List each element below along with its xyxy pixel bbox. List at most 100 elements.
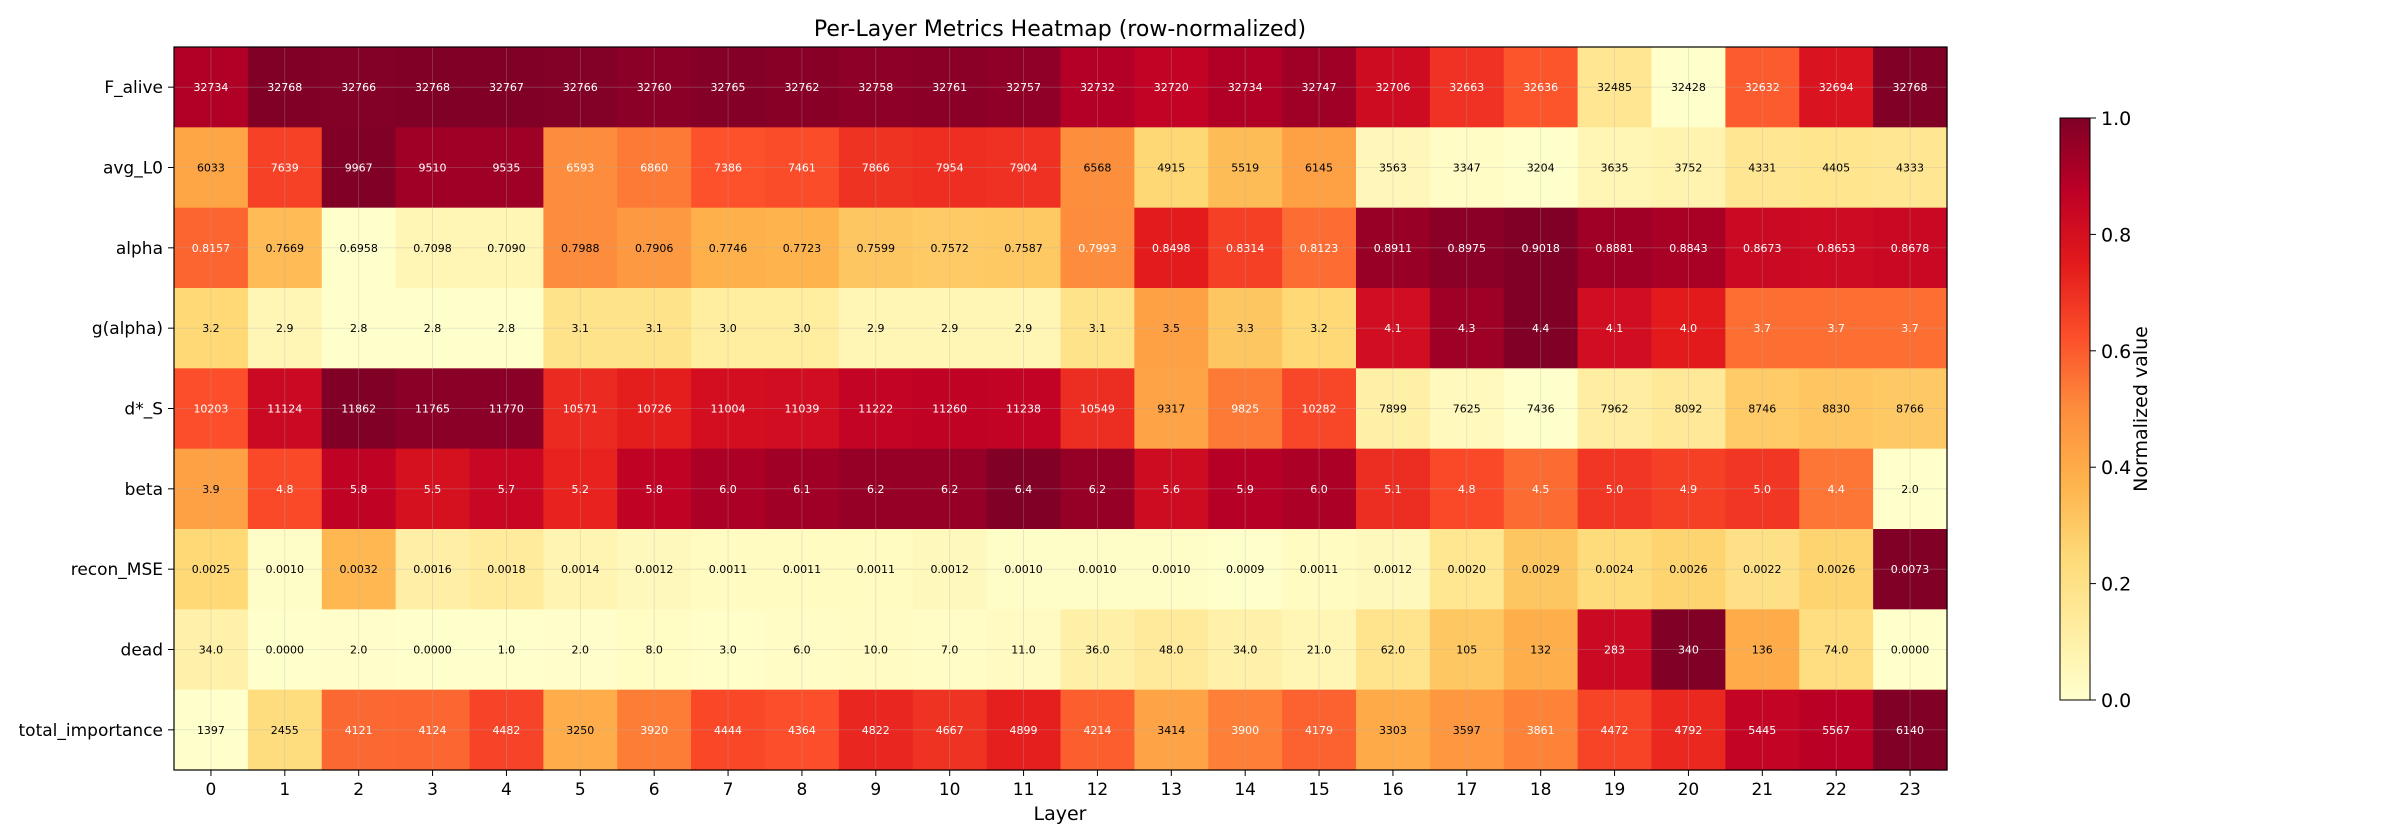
cell-value-label: 3900 [1231,724,1259,737]
cell-value-label: 32632 [1745,81,1780,94]
heatmap-cell [617,288,692,369]
cell-value-label: 0.0011 [1300,563,1339,576]
cell-value-label: 3.2 [202,322,220,335]
heatmap-cell [174,207,249,289]
heatmap-cell [617,609,692,691]
cell-value-label: 0.8314 [1226,242,1265,255]
heatmap-cell [1060,368,1135,450]
heatmap-cell [1577,288,1653,369]
cell-value-label: 6593 [566,162,594,175]
heatmap-cell [1725,288,1800,369]
x-tick-label: 1 [279,780,290,800]
heatmap-cell [912,689,988,771]
cell-value-label: 0.0012 [1374,563,1413,576]
heatmap-cell [617,127,692,209]
heatmap-cell [1651,448,1726,530]
heatmap-cell [1799,127,1874,209]
heatmap-cell [1873,609,1948,691]
cell-value-label: 2.9 [941,322,959,335]
cell-value-label: 5.0 [1754,483,1772,496]
cell-value-label: 0.0000 [413,644,452,657]
cell-value-label: 7625 [1453,403,1481,416]
heatmap-cell [1503,47,1579,128]
heatmap-cell [543,127,618,209]
heatmap-cell [1799,288,1874,369]
heatmap-cell [395,609,471,691]
cell-value-label: 0.0011 [857,563,896,576]
heatmap-cell [1356,448,1431,530]
heatmap-cell [321,288,397,369]
cell-value-label: 0.0000 [266,644,305,657]
heatmap-cell [1356,47,1431,128]
cell-value-label: 2455 [271,724,299,737]
heatmap-cell [1799,207,1874,289]
cell-value-label: 36.0 [1085,644,1110,657]
cell-value-label: 0.0012 [635,563,674,576]
heatmap-cell [986,368,1062,450]
cell-value-label: 4472 [1601,724,1629,737]
heatmap-cell [617,47,692,128]
heatmap-cell [691,448,766,530]
cell-value-label: 6860 [640,162,668,175]
cell-value-label: 4405 [1822,162,1850,175]
cell-value-label: 7.0 [941,644,959,657]
cell-value-label: 4444 [714,724,742,737]
heatmap-cell [1503,127,1579,209]
cell-value-label: 32485 [1597,81,1632,94]
cell-value-label: 4482 [492,724,520,737]
heatmap-cell [1577,529,1653,610]
heatmap-cell [1651,127,1726,209]
heatmap-cell [1429,529,1505,610]
cell-value-label: 5.5 [424,483,442,496]
heatmap-cell [1208,448,1283,530]
colorbar [2059,117,2091,701]
cell-value-label: 32758 [858,81,893,94]
cell-value-label: 2.8 [350,322,368,335]
cell-value-label: 4822 [862,724,890,737]
heatmap-cell [1208,127,1283,209]
y-tick-label: dead [121,641,163,661]
chart-title: Per-Layer Metrics Heatmap (row-normalize… [814,17,1306,42]
heatmap-cell [912,529,988,610]
heatmap-cell [1577,368,1653,450]
x-tick-label: 4 [501,780,512,800]
cell-value-label: 4.8 [1458,483,1476,496]
cell-value-label: 0.0029 [1521,563,1560,576]
cell-value-label: 11222 [858,403,893,416]
cell-value-label: 0.0009 [1226,563,1265,576]
cell-value-label: 7461 [788,162,816,175]
cell-value-label: 5.2 [572,483,590,496]
heatmap-cell [543,448,618,530]
cell-value-label: 5.9 [1236,483,1254,496]
colorbar-label: Normalized value [2130,326,2152,492]
heatmap-cell [174,689,249,771]
heatmap-cell [691,609,766,691]
heatmap-cell [765,529,840,610]
heatmap-cell [543,368,618,450]
heatmap-cell [1060,529,1135,610]
heatmap-cell [174,368,249,450]
heatmap-cell [1060,47,1135,128]
heatmap-cell [1725,127,1800,209]
heatmap-cell [765,47,840,128]
heatmap-cell [838,609,914,691]
heatmap-cell [1429,288,1505,369]
x-tick-label: 6 [649,780,660,800]
cell-value-label: 2.9 [276,322,294,335]
y-tick-label: F_alive [104,78,163,98]
heatmap-cell [838,689,914,771]
cell-value-label: 10282 [1302,403,1337,416]
cell-value-label: 32734 [1228,81,1263,94]
x-tick-label: 19 [1604,780,1626,800]
heatmap-cell [1799,609,1874,691]
cell-value-label: 5.8 [350,483,368,496]
heatmap-cell [1651,47,1726,128]
heatmap-cell [1208,609,1283,691]
cell-value-label: 132 [1530,644,1551,657]
heatmap-cell [174,288,249,369]
heatmap-cell [247,368,323,450]
cell-value-label: 0.0022 [1743,563,1782,576]
cell-value-label: 0.8157 [192,242,231,255]
cell-value-label: 4.8 [276,483,294,496]
heatmap-cell [1282,368,1357,450]
